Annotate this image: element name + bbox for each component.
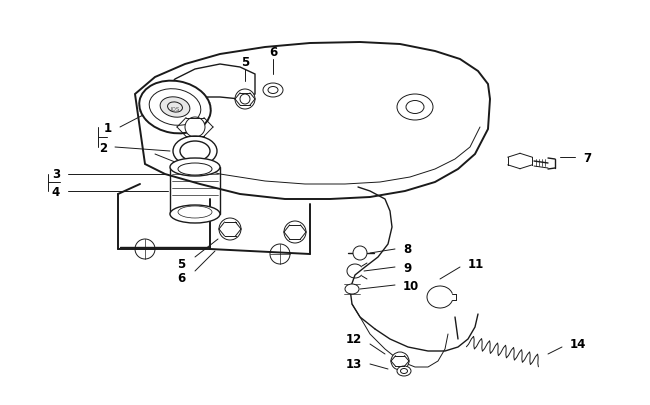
Text: 2: 2 — [99, 141, 107, 154]
Text: 6: 6 — [269, 45, 277, 58]
Ellipse shape — [397, 95, 433, 121]
Text: 5: 5 — [241, 55, 249, 68]
Ellipse shape — [406, 101, 424, 114]
Circle shape — [391, 352, 409, 370]
Ellipse shape — [397, 366, 411, 376]
Circle shape — [185, 118, 205, 138]
Ellipse shape — [170, 159, 220, 177]
Text: 4: 4 — [52, 185, 60, 198]
Ellipse shape — [170, 205, 220, 224]
Circle shape — [284, 222, 306, 243]
Circle shape — [353, 246, 367, 260]
Ellipse shape — [345, 284, 359, 294]
Text: 1: 1 — [104, 121, 112, 134]
Ellipse shape — [160, 98, 190, 118]
Text: 10: 10 — [403, 279, 419, 292]
Text: 6: 6 — [177, 271, 185, 284]
Polygon shape — [135, 43, 490, 200]
Text: 8: 8 — [403, 243, 411, 256]
Ellipse shape — [139, 81, 211, 134]
Ellipse shape — [180, 142, 210, 162]
Ellipse shape — [178, 164, 212, 175]
Circle shape — [219, 218, 241, 241]
Text: 9: 9 — [403, 261, 411, 274]
Text: 13: 13 — [346, 358, 362, 371]
Circle shape — [235, 90, 255, 110]
Text: 5: 5 — [177, 258, 185, 271]
Ellipse shape — [150, 90, 201, 126]
Text: 12: 12 — [346, 333, 362, 345]
Text: 7: 7 — [583, 151, 591, 164]
Ellipse shape — [173, 136, 217, 166]
Text: 11: 11 — [468, 257, 484, 270]
Ellipse shape — [263, 84, 283, 98]
Polygon shape — [165, 65, 255, 100]
Text: 14: 14 — [570, 338, 586, 351]
Ellipse shape — [268, 87, 278, 94]
Text: JOS: JOS — [170, 107, 179, 112]
Text: 3: 3 — [52, 168, 60, 181]
